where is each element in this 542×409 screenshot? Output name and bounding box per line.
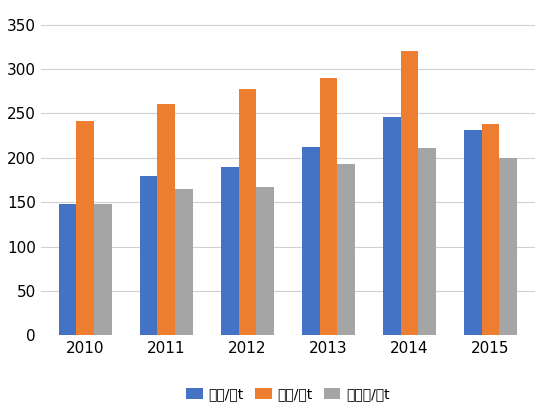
Bar [238, 90, 256, 335]
Bar [140, 175, 158, 335]
Bar [175, 189, 193, 335]
Bar [94, 204, 112, 335]
Bar [401, 51, 418, 335]
Bar [221, 167, 238, 335]
Bar [337, 164, 355, 335]
Legend: 产量/万t, 产能/万t, 需求量/万t: 产量/万t, 产能/万t, 需求量/万t [181, 382, 395, 407]
Bar [158, 104, 175, 335]
Bar [383, 117, 401, 335]
Bar [418, 148, 436, 335]
Bar [464, 130, 482, 335]
Bar [482, 124, 499, 335]
Bar [256, 187, 274, 335]
Bar [59, 204, 76, 335]
Bar [499, 158, 517, 335]
Bar [320, 78, 337, 335]
Bar [76, 121, 94, 335]
Bar [302, 147, 320, 335]
